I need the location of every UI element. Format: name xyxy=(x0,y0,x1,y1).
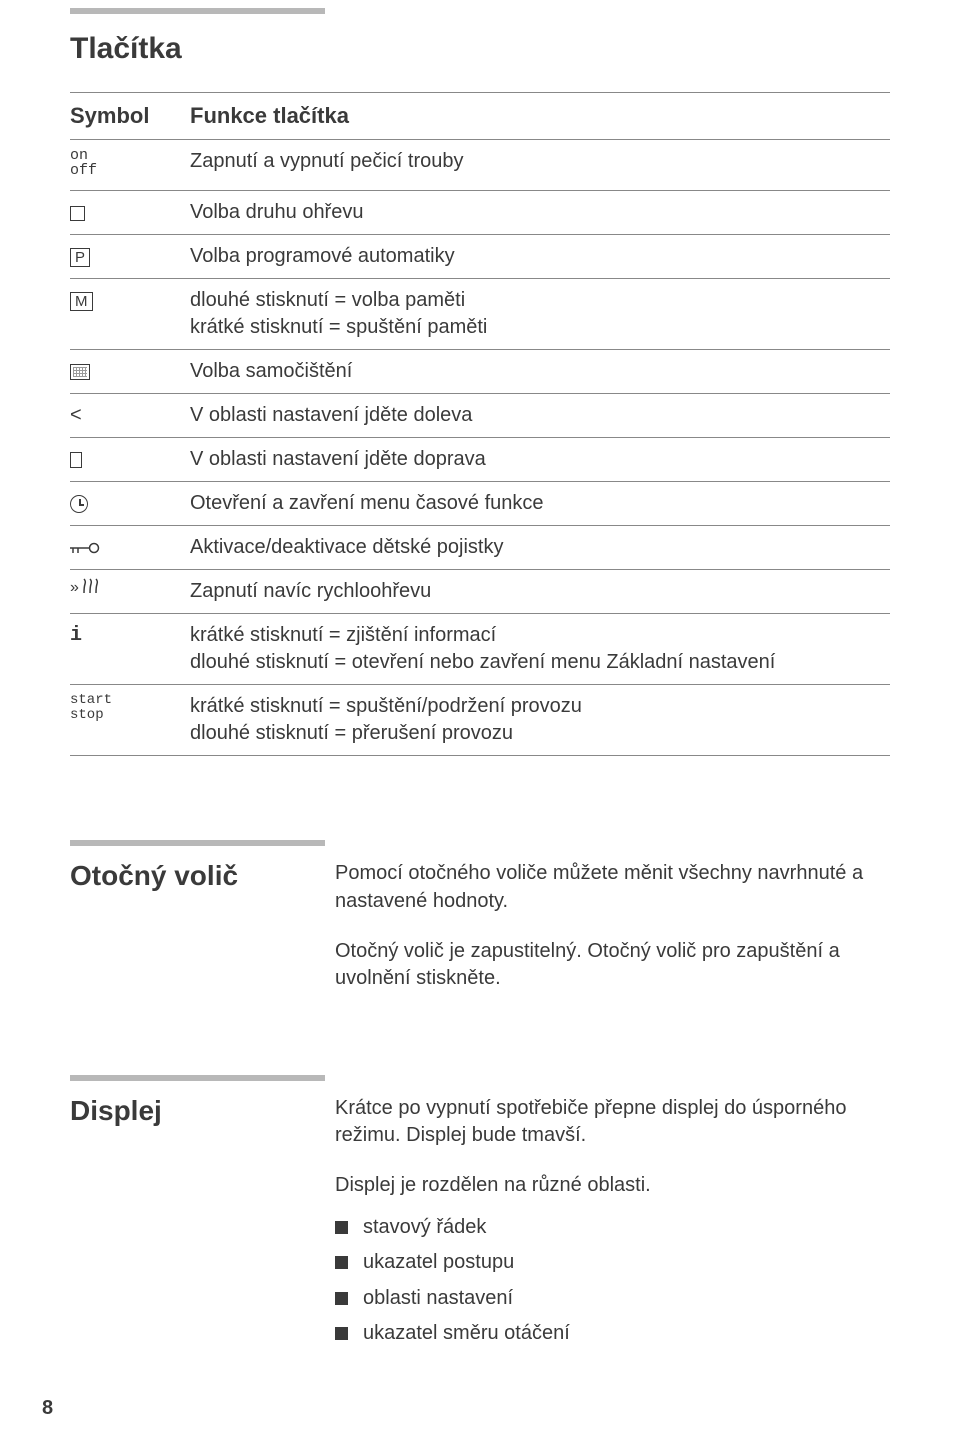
table-row: P Volba programové automatiky xyxy=(70,234,890,278)
display-body: Krátce po vypnutí spotřebiče přepne disp… xyxy=(335,1075,890,1352)
table-row: Aktivace/deaktivace dětské pojistky xyxy=(70,525,890,569)
section-accent-bar xyxy=(70,1075,325,1081)
list-item: oblasti nastavení xyxy=(335,1281,890,1317)
list-item: ukazatel postupu xyxy=(335,1245,890,1281)
section-accent-bar xyxy=(70,8,325,14)
symbol-square xyxy=(70,191,190,234)
table-row: startstop krátké stisknutí = spuštění/po… xyxy=(70,684,890,756)
key-icon xyxy=(70,541,100,555)
table-row: V oblasti nastavení jděte doprava xyxy=(70,437,890,481)
symbol-grid xyxy=(70,350,190,393)
symbol-m: M xyxy=(70,279,190,349)
buttons-table: Symbol Funkce tlačítka onoff Zapnutí a v… xyxy=(70,92,890,756)
display-p2: Displej je rozdělen na různé oblasti. xyxy=(335,1172,890,1200)
table-header-row: Symbol Funkce tlačítka xyxy=(70,92,890,139)
table-row: Volba druhu ohřevu xyxy=(70,190,890,234)
func-key: Aktivace/deaktivace dětské pojistky xyxy=(190,526,890,569)
symbol-onoff: onoff xyxy=(70,140,190,191)
symbol-heat: » xyxy=(70,570,190,613)
symbol-p: P xyxy=(70,235,190,278)
func-onoff: Zapnutí a vypnutí pečicí trouby xyxy=(190,140,890,191)
func-p: Volba programové automatiky xyxy=(190,235,890,278)
section-accent-bar xyxy=(70,840,325,846)
header-function: Funkce tlačítka xyxy=(190,93,890,139)
list-item: stavový řádek xyxy=(335,1210,890,1246)
table-row: Volba samočištění xyxy=(70,349,890,393)
func-grid: Volba samočištění xyxy=(190,350,890,393)
func-clock: Otevření a zavření menu časové funkce xyxy=(190,482,890,525)
display-p1: Krátce po vypnutí spotřebiče přepne disp… xyxy=(335,1095,890,1150)
display-title: Displej xyxy=(70,1095,335,1127)
func-heat: Zapnutí navíc rychloohřevu xyxy=(190,570,890,613)
rotary-p2: Otočný volič je zapustitelný. Otočný vol… xyxy=(335,938,890,993)
func-square: Volba druhu ohřevu xyxy=(190,191,890,234)
rotary-title: Otočný volič xyxy=(70,860,335,892)
heat-icon: » xyxy=(70,578,104,596)
rotary-p1: Pomocí otočného voliče můžete měnit všec… xyxy=(335,860,890,915)
header-symbol: Symbol xyxy=(70,93,190,139)
func-m: dlouhé stisknutí = volba pamětikrátké st… xyxy=(190,279,890,349)
table-row: onoff Zapnutí a vypnutí pečicí trouby xyxy=(70,139,890,191)
symbol-clock xyxy=(70,482,190,525)
func-right: V oblasti nastavení jděte doprava xyxy=(190,438,890,481)
page-number: 8 xyxy=(42,1397,53,1420)
svg-text:»: » xyxy=(70,579,79,596)
table-row: M dlouhé stisknutí = volba pamětikrátké … xyxy=(70,278,890,349)
square-icon xyxy=(70,206,85,221)
display-bullets: stavový řádek ukazatel postupu oblasti n… xyxy=(335,1210,890,1352)
clock-icon xyxy=(70,495,88,513)
symbol-key xyxy=(70,526,190,569)
func-startstop: krátké stisknutí = spuštění/podržení pro… xyxy=(190,685,890,755)
symbol-info: i xyxy=(70,614,190,684)
display-section: Displej Krátce po vypnutí spotřebiče pře… xyxy=(70,1075,890,1352)
right-icon xyxy=(70,452,82,468)
rotary-section: Otočný volič Pomocí otočného voliče může… xyxy=(70,840,890,1014)
symbol-right xyxy=(70,438,190,481)
table-row: < V oblasti nastavení jděte doleva xyxy=(70,393,890,437)
page-title: Tlačítka xyxy=(70,32,890,66)
func-left: V oblasti nastavení jděte doleva xyxy=(190,394,890,437)
table-row: Otevření a zavření menu časové funkce xyxy=(70,481,890,525)
symbol-startstop: startstop xyxy=(70,685,190,755)
table-row: i krátké stisknutí = zjištění informacíd… xyxy=(70,613,890,684)
list-item: ukazatel směru otáčení xyxy=(335,1316,890,1352)
rotary-body: Pomocí otočného voliče můžete měnit všec… xyxy=(335,840,890,1014)
func-info: krátké stisknutí = zjištění informacídlo… xyxy=(190,614,890,684)
symbol-left: < xyxy=(70,394,190,437)
table-row: » Zapnutí navíc rychloohřevu xyxy=(70,569,890,613)
grid-icon xyxy=(70,364,90,380)
